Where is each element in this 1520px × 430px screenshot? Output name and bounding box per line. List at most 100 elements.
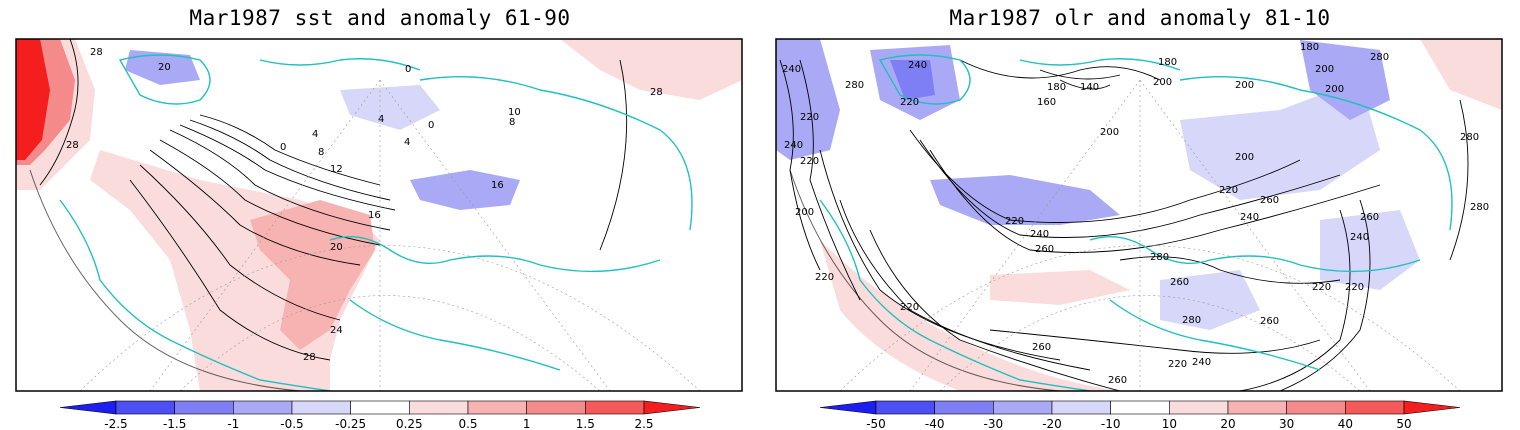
- sst-contour-28-tropics: [129, 179, 331, 361]
- olr-contour-200-arctic: [959, 59, 1161, 81]
- sst-contours: [39, 39, 628, 361]
- olr-panel-title: Mar1987 olr and anomaly 81-10: [949, 6, 1331, 30]
- olr-contour-label: 200: [795, 207, 814, 218]
- sst-colorbar-tick-label: -0.25: [335, 417, 366, 430]
- olr-colorbar-tick-label: -10: [1101, 417, 1121, 430]
- sst-contour-label: 24: [330, 325, 343, 336]
- sst-contour-label: 20: [330, 242, 343, 253]
- sst-contour-label: 28: [66, 140, 79, 151]
- olr-positive-anomaly-pacific: [820, 240, 1120, 391]
- sst-contour-label: 12: [330, 164, 343, 175]
- olr-contour-label: 280: [1182, 315, 1201, 326]
- olr-contour-label: 220: [800, 112, 819, 123]
- sst-graticule-parallel-2: [179, 295, 601, 391]
- sst-colorbar-segment: [174, 400, 234, 415]
- olr-contour-label: 220: [1345, 282, 1364, 293]
- olr-contour-label: 240: [1240, 212, 1259, 223]
- olr-contour-label: 200: [1235, 152, 1254, 163]
- olr-contour-label: 160: [1037, 97, 1056, 108]
- olr-contour-label: 260: [1035, 244, 1054, 255]
- olr-colorbar-segment: [1051, 400, 1111, 415]
- olr-panel: Mar1987 olr and anomaly 81-10: [760, 0, 1520, 430]
- olr-contour-220-west: [799, 59, 861, 301]
- olr-contour-240-west: [779, 59, 821, 271]
- olr-contour-label: 280: [1150, 252, 1169, 263]
- sst-contour-label: 8: [509, 117, 515, 128]
- sst-colorbar-segment: [350, 400, 410, 415]
- olr-colorbar-tick-label: 40: [1338, 417, 1353, 430]
- sst-contour-28-east: [599, 59, 628, 251]
- olr-colorbar-tick-label: -30: [984, 417, 1004, 430]
- olr-contour-label: 220: [1168, 359, 1187, 370]
- olr-colorbar-tick-label: 50: [1396, 417, 1411, 430]
- sst-warm-east-pacific: [560, 39, 742, 100]
- sst-colorbar-segment: [115, 400, 175, 415]
- sst-colorbar-segment: [291, 400, 351, 415]
- olr-contours: [779, 59, 1469, 391]
- olr-graticule-parallel-1: [839, 245, 1461, 391]
- olr-contour-label: 220: [900, 302, 919, 313]
- olr-negative-anomaly-asia: [1300, 40, 1390, 120]
- sst-contour-0: [199, 114, 381, 186]
- olr-contour-label: 240: [784, 140, 803, 151]
- olr-colorbar-tick-label: -40: [925, 417, 945, 430]
- sst-cold-anomaly-med: [410, 170, 520, 210]
- olr-negative-anomaly-greenland-core: [890, 60, 935, 100]
- olr-colorbar-tick-label: 20: [1220, 417, 1235, 430]
- olr-map-frame: [775, 38, 1503, 392]
- sst-contour-8: [179, 124, 396, 211]
- sst-contour-labels: 28 20 0 4 8 12 16 20 24 28 28 28 0 4 0 8…: [66, 47, 663, 363]
- olr-contour-label: 240: [1350, 232, 1369, 243]
- sst-contour-label: 20: [158, 62, 171, 73]
- olr-negative-anomaly-africa: [1160, 270, 1260, 330]
- sst-cold-anomaly-north: [340, 85, 440, 130]
- sst-coastlines: [59, 54, 693, 391]
- olr-contour-label: 220: [900, 97, 919, 108]
- sst-coast-asia: [419, 75, 693, 231]
- olr-contour-labels: 240 280 240 220 220 240 220 200 180 160 …: [782, 42, 1489, 386]
- olr-coast-greenland: [878, 54, 971, 105]
- olr-map-content: 240 280 240 220 220 240 220 200 180 160 …: [776, 39, 1502, 391]
- olr-graticule-parallel-2: [939, 295, 1361, 391]
- olr-colorbar-arrow-high: [1403, 400, 1461, 415]
- olr-contour-label: 240: [782, 64, 801, 75]
- sst-colorbar-segment: [526, 400, 586, 415]
- olr-contour-label: 260: [1360, 212, 1379, 223]
- olr-coast-europe: [1089, 235, 1421, 273]
- sst-contour-28-arctic: [39, 39, 79, 186]
- olr-contour-label: 260: [1260, 316, 1279, 327]
- sst-map: 28 20 0 4 8 12 16 20 24 28 28 28 0 4 0 8…: [15, 38, 743, 430]
- olr-contour-label: 200: [1100, 127, 1119, 138]
- olr-coast-asia: [1179, 75, 1453, 231]
- olr-map: 240 280 240 220 220 240 220 200 180 160 …: [775, 38, 1503, 430]
- olr-colorbar-tick-label: 10: [1162, 417, 1177, 430]
- sst-panel-title: Mar1987 sst and anomaly 61-90: [189, 6, 571, 30]
- sst-colorbar-arrow-high: [643, 400, 701, 415]
- sst-contour-24: [139, 164, 341, 321]
- olr-colorbar-segment: [1110, 400, 1170, 415]
- olr-contour-240-east: [1239, 209, 1351, 391]
- olr-colorbar-tick-label: -20: [1042, 417, 1062, 430]
- olr-contour-label: 260: [1032, 342, 1051, 353]
- olr-positive-anomaly-central: [990, 270, 1130, 305]
- olr-contour-label: 200: [1315, 64, 1334, 75]
- sst-colorbar-tick-label: -0.5: [280, 417, 303, 430]
- olr-contour-label: 200: [1235, 80, 1254, 91]
- sst-contour-16: [159, 139, 381, 246]
- sst-contour-12: [169, 129, 391, 231]
- sst-contour-label: 28: [650, 87, 663, 98]
- sst-contour-label: 16: [368, 210, 381, 221]
- olr-contour-180-arctic: [1039, 69, 1121, 80]
- olr-contour-160-arctic: [1059, 79, 1111, 90]
- olr-negative-anomaly-west: [776, 39, 840, 160]
- olr-contour-label: 240: [1030, 229, 1049, 240]
- olr-colorbar-segment: [993, 400, 1053, 415]
- sst-contour-label: 28: [303, 352, 316, 363]
- sst-colorbar-tick-label: -1: [227, 417, 239, 430]
- sst-colorbar-segment: [409, 400, 469, 415]
- olr-contour-label: 140: [1080, 82, 1099, 93]
- olr-positive-anomaly-east: [1420, 39, 1502, 110]
- olr-colorbar: -50 -40 -30 -20 -10 10 20 30 40 50: [819, 400, 1461, 430]
- olr-contour-label: 220: [815, 272, 834, 283]
- sst-map-boundary: [29, 169, 301, 391]
